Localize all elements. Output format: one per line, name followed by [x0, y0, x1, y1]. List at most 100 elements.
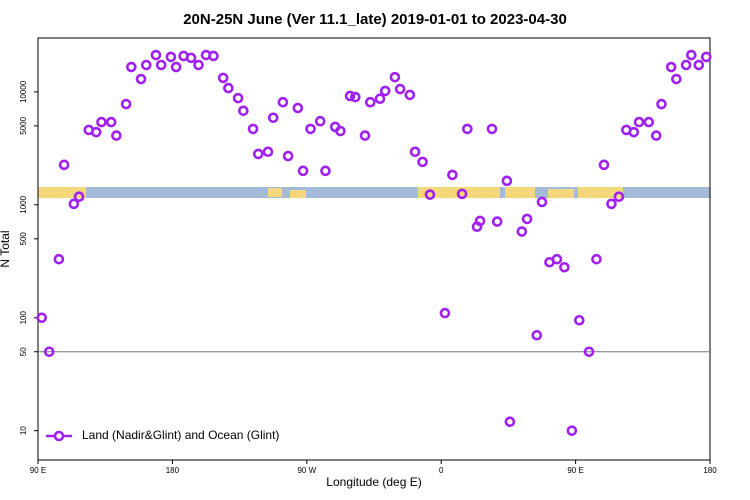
data-point — [633, 116, 645, 128]
data-point — [665, 61, 677, 73]
data-point — [598, 159, 610, 171]
data-point — [409, 146, 421, 158]
x-tick-label: 180 — [703, 466, 717, 475]
data-point — [120, 98, 132, 110]
data-point — [105, 116, 117, 128]
data-point — [628, 126, 640, 138]
data-point — [379, 85, 391, 97]
data-point — [374, 93, 386, 105]
data-point — [282, 150, 294, 162]
data-point — [671, 73, 682, 85]
legend-marker — [53, 430, 65, 442]
map-strip — [38, 187, 710, 198]
data-point — [223, 82, 234, 94]
legend-label: Land (Nadir&Glint) and Ocean (Glint) — [82, 428, 279, 442]
data-point — [277, 96, 289, 108]
data-point — [126, 61, 137, 73]
data-point — [680, 59, 692, 71]
data-point — [140, 59, 152, 71]
y-tick-label: 5000 — [19, 116, 28, 134]
data-point — [68, 198, 80, 210]
data-point — [267, 112, 279, 124]
data-point — [521, 213, 533, 225]
data-point — [394, 83, 406, 95]
land-patch — [505, 187, 535, 198]
data-point — [486, 123, 498, 135]
data-point — [305, 123, 316, 135]
data-point — [165, 51, 177, 63]
data-point — [53, 253, 65, 265]
data-point — [208, 50, 219, 62]
data-point — [150, 49, 162, 61]
data-point — [417, 156, 428, 168]
land-patch — [290, 190, 306, 198]
data-point — [58, 159, 70, 171]
data-point — [344, 90, 356, 102]
land-patch — [548, 189, 574, 198]
data-point — [531, 329, 543, 341]
data-point — [135, 73, 147, 85]
data-point — [252, 148, 264, 160]
data-point — [297, 165, 309, 177]
data-point — [359, 130, 371, 141]
data-point — [656, 98, 667, 110]
data-point — [232, 92, 244, 104]
data-point — [424, 189, 436, 200]
data-point — [566, 425, 578, 436]
data-point — [536, 196, 548, 208]
x-axis-label: Longitude (deg E) — [326, 475, 421, 489]
data-point — [700, 51, 712, 63]
data-point — [686, 49, 697, 61]
data-point — [36, 312, 48, 324]
data-point — [693, 59, 705, 71]
y-tick-label: 1000 — [19, 195, 28, 213]
data-point — [501, 175, 513, 187]
data-point — [320, 165, 331, 177]
y-tick-label: 500 — [19, 232, 28, 246]
data-point — [238, 105, 249, 117]
land-patch — [578, 187, 623, 198]
data-point — [643, 116, 655, 128]
data-point — [559, 261, 570, 273]
data-point — [90, 126, 102, 138]
data-point — [650, 130, 662, 141]
data-point — [447, 169, 458, 181]
land-patch — [38, 187, 86, 198]
data-point — [43, 346, 55, 358]
x-tick-label: 90 E — [30, 466, 46, 475]
data-point — [591, 253, 602, 265]
data-point — [456, 188, 468, 200]
x-tick-label: 90 W — [297, 466, 316, 475]
data-point — [404, 89, 416, 101]
ocean-band — [38, 187, 710, 198]
data-point — [247, 123, 259, 135]
data-point — [583, 346, 595, 358]
data-point — [292, 102, 304, 114]
y-axis-label: N Total — [0, 230, 12, 267]
data-point — [462, 123, 473, 135]
y-tick-label: 50 — [19, 347, 28, 356]
data-point — [474, 215, 486, 227]
data-point — [73, 191, 85, 202]
data-point — [516, 226, 528, 237]
data-point — [170, 61, 182, 73]
x-tick-label: 0 — [439, 466, 444, 475]
data-point — [551, 253, 563, 265]
data-point — [606, 198, 617, 210]
data-point — [335, 125, 346, 137]
data-point — [96, 116, 107, 128]
data-point — [389, 71, 401, 83]
data-point — [185, 52, 197, 64]
land-patch — [268, 188, 282, 197]
x-tick-label: 180 — [166, 466, 180, 475]
y-tick-label: 100 — [19, 311, 28, 325]
data-point — [314, 115, 326, 127]
data-point — [613, 191, 625, 202]
data-point — [491, 216, 503, 227]
data-point — [193, 59, 204, 71]
data-point — [364, 96, 376, 108]
data-point — [439, 307, 451, 319]
y-tick-label: 10 — [19, 426, 28, 435]
